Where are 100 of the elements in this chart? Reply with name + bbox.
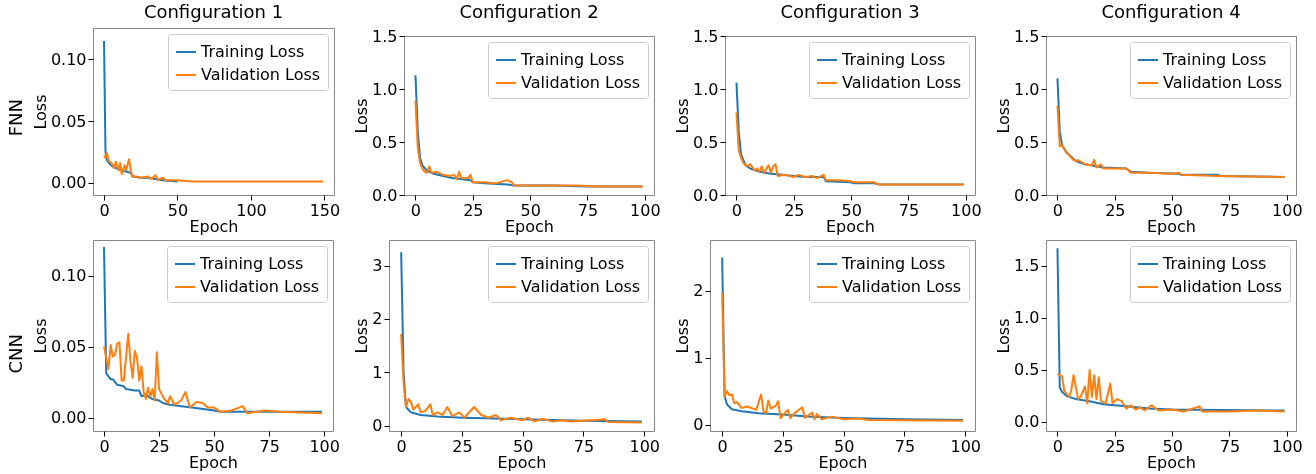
x-tick-label: 75 bbox=[573, 436, 595, 456]
legend-label: Validation Loss bbox=[1163, 277, 1283, 296]
y-tick-label: 0.5 bbox=[372, 132, 398, 152]
y-tick-label: 0 bbox=[693, 415, 704, 435]
x-tick-label: 100 bbox=[1272, 436, 1303, 456]
y-tick-label: 0.10 bbox=[50, 266, 87, 285]
y-axis-title: Loss bbox=[673, 98, 693, 134]
legend-label: Training Loss bbox=[1162, 254, 1267, 273]
line-series bbox=[103, 39, 179, 183]
legend-label: Training Loss bbox=[520, 50, 625, 69]
text: FNN bbox=[4, 99, 26, 137]
x-tick-label: 75 bbox=[898, 200, 920, 220]
y-tick-label: 2 bbox=[372, 309, 383, 329]
legend-label: Validation Loss bbox=[1163, 73, 1283, 92]
chart-title: Configuration 1 bbox=[143, 1, 284, 22]
y-tick-label: 0.5 bbox=[1014, 360, 1040, 380]
chart-title: Configuration 3 bbox=[780, 1, 920, 22]
line-series bbox=[103, 246, 323, 413]
legend-label: Training Loss bbox=[199, 254, 304, 273]
line-series bbox=[721, 291, 964, 422]
x-tick-label: 25 bbox=[149, 436, 170, 456]
legend-label: Training Loss bbox=[520, 254, 625, 273]
y-tick-label: 1.0 bbox=[372, 79, 398, 99]
line-series bbox=[400, 251, 643, 423]
y-tick-label: 0.05 bbox=[50, 337, 87, 357]
line-series bbox=[1056, 104, 1286, 178]
y-tick-label: 0.00 bbox=[50, 408, 87, 428]
legend-label: Training Loss bbox=[200, 42, 305, 61]
y-tick-label: 0.5 bbox=[1014, 132, 1040, 152]
chart-title: Configuration 4 bbox=[1101, 1, 1241, 22]
y-tick-label: 1.0 bbox=[693, 79, 719, 99]
x-tick-label: 75 bbox=[1219, 200, 1241, 220]
x-tick-label: 0 bbox=[731, 200, 743, 220]
y-tick-label: 0.10 bbox=[50, 49, 87, 69]
x-tick-label: 25 bbox=[784, 200, 805, 220]
x-tick-label: 100 bbox=[1272, 200, 1303, 220]
y-axis-title: Loss bbox=[352, 98, 372, 134]
y-axis-title: Loss bbox=[30, 318, 50, 354]
x-axis-title: Epoch bbox=[189, 216, 239, 236]
y-axis-title: Loss bbox=[352, 318, 372, 354]
y-tick-label: 1.5 bbox=[1014, 256, 1040, 276]
x-tick-label: 100 bbox=[630, 200, 661, 220]
x-tick-label: 0 bbox=[1052, 436, 1064, 456]
y-tick-label: 0.0 bbox=[1014, 185, 1040, 205]
legend-label: Validation Loss bbox=[842, 73, 962, 92]
y-tick-label: 1 bbox=[372, 362, 383, 382]
y-tick-label: 1.5 bbox=[693, 26, 719, 46]
y-tick-label: 0 bbox=[372, 416, 383, 436]
legend-label: Validation Loss bbox=[842, 277, 962, 296]
x-tick-label: 25 bbox=[463, 200, 484, 220]
y-axis-title: Loss bbox=[30, 94, 50, 130]
y-tick-label: 0.0 bbox=[1014, 412, 1040, 432]
line-series bbox=[400, 332, 643, 424]
y-tick-label: 1.5 bbox=[372, 26, 398, 46]
y-tick-label: 0.00 bbox=[50, 173, 87, 193]
legend-label: Training Loss bbox=[841, 50, 946, 69]
x-tick-label: 100 bbox=[950, 436, 982, 456]
text: CNN bbox=[4, 334, 26, 374]
y-tick-label: 3 bbox=[372, 256, 383, 276]
x-tick-label: 75 bbox=[1219, 436, 1241, 456]
line-series bbox=[1056, 368, 1286, 413]
y-tick-label: 0.0 bbox=[372, 185, 398, 205]
x-tick-label: 0 bbox=[99, 436, 110, 456]
x-tick-label: 0 bbox=[99, 200, 110, 220]
line-series bbox=[414, 99, 644, 188]
y-tick-label: 2 bbox=[693, 281, 704, 301]
y-axis-title: Loss bbox=[994, 318, 1014, 354]
line-series bbox=[103, 152, 324, 183]
x-tick-label: 25 bbox=[452, 436, 473, 456]
x-tick-label: 100 bbox=[629, 436, 661, 456]
x-tick-label: 0 bbox=[1052, 200, 1064, 220]
y-tick-label: 1.0 bbox=[1014, 308, 1040, 328]
x-tick-label: 150 bbox=[309, 200, 341, 220]
line-series bbox=[1056, 247, 1286, 412]
x-tick-label: 25 bbox=[1105, 200, 1126, 220]
y-tick-label: 1 bbox=[693, 348, 704, 368]
x-tick-label: 75 bbox=[259, 436, 280, 456]
y-tick-label: 0.5 bbox=[693, 132, 719, 152]
x-tick-label: 50 bbox=[167, 200, 189, 220]
x-tick-label: 100 bbox=[951, 200, 982, 220]
x-tick-label: 25 bbox=[1105, 436, 1126, 456]
chart-title: Configuration 2 bbox=[459, 1, 599, 22]
y-tick-label: 1.5 bbox=[1014, 26, 1040, 46]
x-tick-label: 0 bbox=[410, 200, 422, 220]
legend-label: Validation Loss bbox=[521, 277, 641, 296]
y-tick-label: 0.0 bbox=[693, 185, 719, 205]
y-axis-title: Loss bbox=[673, 318, 693, 354]
y-tick-label: 1.0 bbox=[1014, 79, 1040, 99]
x-tick-label: 100 bbox=[309, 436, 340, 456]
legend-label: Training Loss bbox=[841, 254, 946, 273]
x-tick-label: 75 bbox=[894, 436, 916, 456]
legend-label: Validation Loss bbox=[521, 73, 641, 92]
x-tick-label: 100 bbox=[236, 200, 267, 220]
legend-label: Validation Loss bbox=[201, 65, 321, 84]
legend-label: Training Loss bbox=[1162, 50, 1267, 69]
line-series bbox=[103, 332, 323, 415]
line-series bbox=[735, 111, 965, 186]
x-tick-label: 75 bbox=[577, 200, 599, 220]
y-axis-title: Loss bbox=[994, 98, 1014, 134]
y-tick-label: 0.05 bbox=[50, 111, 87, 131]
